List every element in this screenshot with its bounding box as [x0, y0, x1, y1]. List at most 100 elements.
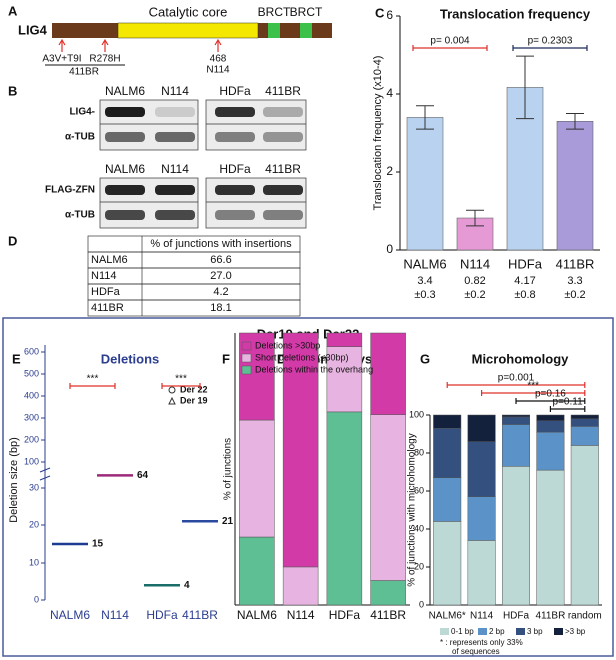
- legend-label: Der 22: [180, 384, 208, 394]
- legend-label: Deletions >30bp: [255, 340, 320, 350]
- panel-label: F: [222, 351, 230, 366]
- protein-label: LIG4: [18, 22, 48, 37]
- bar-segment: [467, 441, 496, 497]
- bar: [556, 121, 594, 251]
- x-tick-label: HDFa: [329, 608, 361, 622]
- error-label: ±0.8: [514, 289, 535, 301]
- legend-swatch: [241, 341, 252, 351]
- bar-segment: [467, 414, 496, 442]
- band: [155, 185, 195, 195]
- bar-segment: [570, 445, 599, 606]
- lane-label: N114: [161, 162, 189, 176]
- brct-domain: [300, 23, 312, 38]
- table-cell: 18.1: [210, 302, 231, 314]
- bar-segment: [433, 414, 462, 429]
- band: [105, 210, 145, 220]
- row-label: α-TUB: [65, 132, 95, 143]
- legend-swatch: [241, 353, 252, 363]
- y-tick-label: 80: [414, 447, 424, 457]
- bar-segment: [570, 414, 599, 420]
- mutation-label: R278H: [89, 54, 120, 65]
- bar-segment: [433, 428, 462, 478]
- lane-label: HDFa: [219, 84, 251, 98]
- bar-segment: [239, 536, 275, 606]
- x-tick-label: NALM6: [50, 608, 90, 622]
- lane-label: HDFa: [219, 162, 251, 176]
- bar-segment: [433, 521, 462, 606]
- annotation: ***: [87, 374, 99, 385]
- bar-segment: [501, 466, 531, 606]
- bar-segment: [536, 431, 565, 471]
- annotation: p=0.001: [498, 373, 535, 384]
- annotation: p=0.11: [553, 397, 584, 408]
- median-label: 15: [92, 539, 104, 550]
- x-tick-label: N114: [470, 611, 494, 622]
- brct-domain: [268, 23, 280, 38]
- band: [155, 132, 195, 142]
- annotation: p= 0.004: [430, 36, 470, 47]
- y-tick-label: 40: [414, 523, 424, 533]
- table-cell: 27.0: [210, 270, 231, 282]
- arrow-head: [101, 38, 109, 46]
- x-tick-label: N114: [460, 256, 490, 271]
- band: [263, 107, 303, 117]
- band: [155, 107, 195, 117]
- legend-swatch: [241, 365, 252, 375]
- band: [215, 107, 255, 117]
- legend-swatch: [516, 628, 525, 635]
- value-label: 0.82: [464, 275, 485, 287]
- x-tick-label: 411BR: [556, 256, 595, 271]
- table-cell: HDFa: [91, 286, 121, 298]
- x-tick-label: 411BR: [182, 608, 218, 622]
- group-label: 411BR: [69, 67, 99, 78]
- bar-segment: [326, 332, 363, 347]
- bar-segment: [326, 346, 363, 413]
- y-tick-label: 4: [386, 86, 393, 100]
- lane-label: NALM6: [105, 84, 145, 98]
- band: [155, 210, 195, 220]
- legend-label: >3 bp: [565, 627, 586, 636]
- band: [263, 132, 303, 142]
- band: [263, 210, 303, 220]
- legend-label: 3 bp: [527, 627, 543, 636]
- y-tick-label: 100: [24, 456, 39, 466]
- panel-label: B: [8, 83, 17, 98]
- bar-segment: [467, 540, 496, 606]
- legend-swatch: [478, 628, 487, 635]
- annotation: p=0.16: [535, 389, 566, 400]
- band: [105, 132, 145, 142]
- band: [105, 185, 145, 195]
- median-label: 64: [137, 470, 149, 481]
- bar-segment: [370, 414, 406, 581]
- bar-segment: [536, 469, 565, 606]
- mutation-label: N114: [206, 65, 230, 76]
- table-row: [87, 267, 301, 285]
- table-cell: 4.2: [213, 286, 228, 298]
- bar-segment: [501, 424, 531, 467]
- table-cell: N114: [91, 270, 116, 282]
- annotation: p= 0.2303: [528, 36, 573, 47]
- bar-segment: [536, 414, 565, 421]
- brct-label: BRCT: [258, 5, 291, 19]
- y-tick-label: 0: [419, 599, 424, 609]
- y-tick-label: 100: [409, 409, 424, 419]
- footnote: * : represents only 33%: [440, 638, 523, 647]
- lane-label: 411BR: [265, 84, 301, 98]
- y-tick-label: 400: [24, 390, 39, 400]
- x-tick-label: 411BR: [370, 608, 406, 622]
- bar-segment: [370, 580, 406, 606]
- core-domain: [117, 22, 259, 39]
- legend-swatch: [554, 628, 563, 635]
- error-label: ±0.2: [464, 289, 485, 301]
- value-label: 4.17: [514, 275, 535, 287]
- core-label: Catalytic core: [149, 4, 228, 19]
- row-label: α-TUB: [65, 210, 95, 221]
- legend-marker: [168, 386, 176, 394]
- row-label: LIG4-: [69, 107, 95, 118]
- bar-segment: [570, 418, 599, 427]
- mutation-label: A3V+T9I: [42, 54, 81, 65]
- legend-label: 2 bp: [489, 627, 505, 636]
- panel-label: A: [8, 3, 18, 18]
- band: [263, 185, 303, 195]
